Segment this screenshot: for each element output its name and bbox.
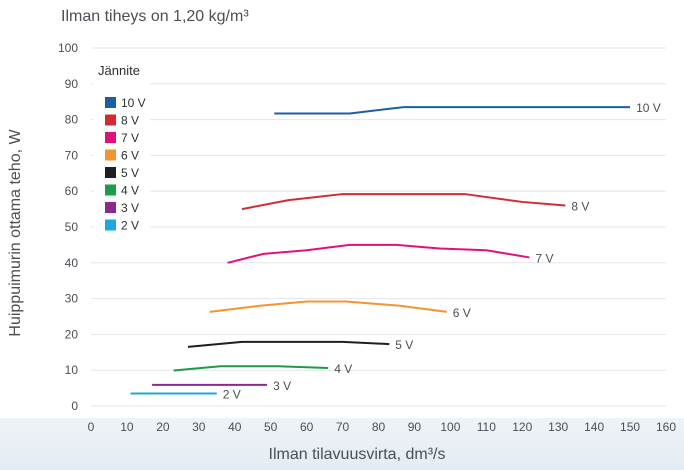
- series-line: [227, 243, 530, 264]
- y-tick-label: 70: [65, 148, 79, 162]
- legend-swatch: [105, 184, 116, 196]
- legend-swatch: [105, 219, 116, 231]
- series-end-label: 5 V: [395, 338, 413, 352]
- series-end-label: 3 V: [273, 379, 291, 393]
- y-tick-label: 50: [65, 220, 79, 234]
- legend-box: [94, 57, 150, 257]
- series-labels: 10 V 8 V 7 V 6 V 5 V 4 V 3 V 2 V: [223, 101, 661, 401]
- x-axis-band: [0, 418, 684, 470]
- series-lines: [130, 106, 631, 395]
- y-tick-label: 0: [71, 399, 78, 413]
- legend-item-label: 8 V: [121, 114, 139, 128]
- x-tick-label: 100: [440, 420, 460, 434]
- series-end-label: 2 V: [223, 387, 241, 401]
- legend-swatch: [105, 202, 116, 213]
- legend-item-label: 3 V: [121, 201, 139, 215]
- series-end-label: 4 V: [334, 362, 352, 376]
- x-tick-label: 80: [372, 420, 386, 434]
- x-tick-label: 40: [228, 420, 242, 434]
- series-line: [274, 106, 631, 115]
- x-tick-label: 160: [656, 420, 676, 434]
- legend-swatch: [105, 149, 116, 161]
- y-tick-label: 90: [65, 77, 79, 91]
- x-tick-label: 150: [620, 420, 640, 434]
- y-tick-label: 10: [65, 363, 79, 377]
- legend-item-label: 10 V: [121, 96, 146, 110]
- legend-item-label: 2 V: [121, 219, 139, 233]
- x-axis-title: Ilman tilavuusvirta, dm³/s: [268, 446, 446, 463]
- series-end-label: 7 V: [535, 251, 553, 265]
- x-tick-label: 0: [88, 420, 95, 434]
- x-tick-label: 20: [156, 420, 170, 434]
- legend-item-label: 6 V: [121, 149, 139, 163]
- x-tick-label: 130: [548, 420, 568, 434]
- y-tick-label: 80: [65, 113, 79, 127]
- series-line: [241, 193, 566, 211]
- y-tick-label: 20: [65, 327, 79, 341]
- x-tick-label: 120: [512, 420, 532, 434]
- series-end-label: 6 V: [453, 306, 471, 320]
- x-tick-label: 90: [408, 420, 422, 434]
- y-tick-labels: 0 10 20 30 40 50 60 70 80 90 100: [58, 41, 78, 413]
- series-end-label: 10 V: [636, 101, 661, 115]
- series-line: [173, 365, 329, 372]
- legend-swatch: [105, 167, 116, 178]
- legend-title: Jännite: [98, 63, 140, 78]
- legend-item-label: 4 V: [121, 184, 139, 198]
- legend-swatch: [105, 132, 116, 143]
- y-tick-label: 30: [65, 292, 79, 306]
- legend-item-label: 7 V: [121, 131, 139, 145]
- legend-swatch: [105, 114, 116, 126]
- x-tick-label: 110: [477, 420, 496, 434]
- y-tick-label: 40: [65, 256, 79, 270]
- x-tick-label: 10: [120, 420, 134, 434]
- series-line: [187, 340, 390, 348]
- legend: Jännite 10 V 8 V 7 V 6 V 5 V 4 V 3 V 2 V: [94, 57, 150, 257]
- x-tick-label: 70: [336, 420, 350, 434]
- series-line: [209, 300, 447, 313]
- x-tick-labels: 0 10 20 30 40 50 60 70 80 90 100 110 120 130 140 150 160: [88, 420, 677, 434]
- x-tick-label: 140: [584, 420, 604, 434]
- chart-title: Ilman tiheys on 1,20 kg/m³: [61, 8, 249, 25]
- x-tick-label: 60: [300, 420, 314, 434]
- y-tick-label: 60: [65, 184, 79, 198]
- gridlines: [91, 47, 666, 407]
- series-end-label: 8 V: [571, 200, 589, 214]
- x-tick-label: 30: [192, 420, 206, 434]
- legend-swatch: [105, 97, 116, 108]
- legend-item-label: 5 V: [121, 166, 139, 180]
- y-tick-label: 100: [58, 41, 78, 55]
- x-tick-label: 50: [264, 420, 278, 434]
